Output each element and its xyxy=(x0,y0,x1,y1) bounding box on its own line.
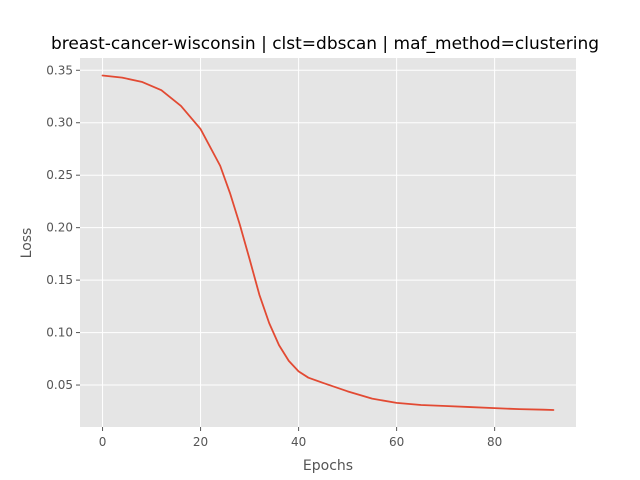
x-tick-label: 20 xyxy=(193,435,208,449)
axis-ticks: 0 20 40 60 80 0.05 0.10 0.15 0.20 0.25 0.30 0.35 xyxy=(46,63,502,449)
x-tick-label: 80 xyxy=(487,435,502,449)
y-tick-label: 0.25 xyxy=(46,168,73,182)
x-axis-label: Epochs xyxy=(303,458,353,474)
plot-area xyxy=(80,58,576,427)
chart-title: breast-cancer-wisconsin | clst=dbscan | … xyxy=(51,34,599,54)
y-tick-label: 0.20 xyxy=(46,221,73,235)
y-tick-label: 0.30 xyxy=(46,116,73,130)
y-tick-label: 0.10 xyxy=(46,326,73,340)
y-tick-label: 0.05 xyxy=(46,378,73,392)
y-tick-label: 0.15 xyxy=(46,273,73,287)
x-tick-label: 40 xyxy=(291,435,306,449)
series-group xyxy=(101,74,555,411)
x-tick-label: 0 xyxy=(99,435,107,449)
x-tick-label: 60 xyxy=(389,435,404,449)
y-axis-label: Loss xyxy=(19,228,35,259)
loss-series-line xyxy=(101,74,555,411)
y-tick-label: 0.35 xyxy=(46,63,73,77)
